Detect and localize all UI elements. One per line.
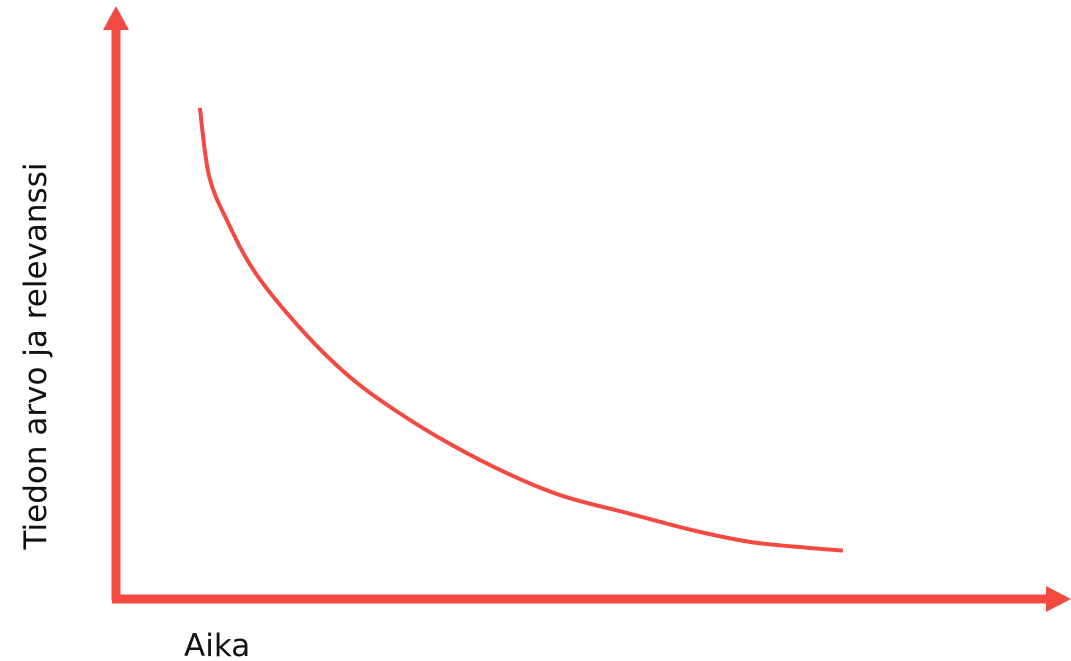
series-line bbox=[197, 107, 844, 553]
axes bbox=[103, 6, 1071, 612]
y-axis-arrow bbox=[103, 6, 129, 30]
y-axis-label: Tiedon arvo ja relevanssi bbox=[18, 163, 54, 551]
x-axis-label: Aika bbox=[184, 628, 250, 661]
x-axis-arrow bbox=[1046, 586, 1071, 612]
plot-area bbox=[197, 107, 844, 553]
